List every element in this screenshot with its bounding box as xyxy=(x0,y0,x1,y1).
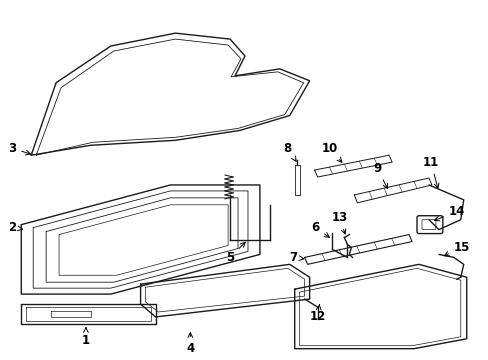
Text: 5: 5 xyxy=(225,242,245,264)
Text: 8: 8 xyxy=(283,142,296,161)
Text: 4: 4 xyxy=(186,333,194,355)
Text: 13: 13 xyxy=(331,211,347,234)
Text: 9: 9 xyxy=(372,162,386,188)
Text: 14: 14 xyxy=(434,205,464,221)
Text: 11: 11 xyxy=(422,156,438,188)
Text: 15: 15 xyxy=(444,241,469,256)
Text: 2: 2 xyxy=(8,221,22,234)
Text: 7: 7 xyxy=(289,251,303,264)
Text: 3: 3 xyxy=(8,142,30,155)
Text: 10: 10 xyxy=(321,142,341,162)
Text: 6: 6 xyxy=(311,221,328,237)
Text: 1: 1 xyxy=(81,328,90,347)
Text: 12: 12 xyxy=(309,305,325,323)
